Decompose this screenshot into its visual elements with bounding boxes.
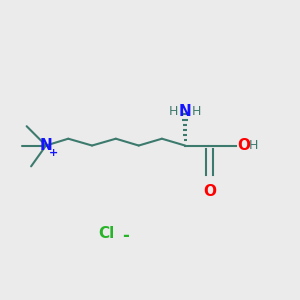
Text: N: N [40, 138, 52, 153]
Text: Cl: Cl [98, 226, 114, 241]
Text: O: O [237, 138, 250, 153]
Text: H: H [169, 106, 178, 118]
Text: -: - [122, 227, 129, 245]
Text: N: N [179, 104, 191, 119]
Text: O: O [203, 184, 216, 199]
Text: +: + [49, 148, 58, 158]
Text: H: H [192, 106, 201, 118]
Text: H: H [249, 139, 258, 152]
